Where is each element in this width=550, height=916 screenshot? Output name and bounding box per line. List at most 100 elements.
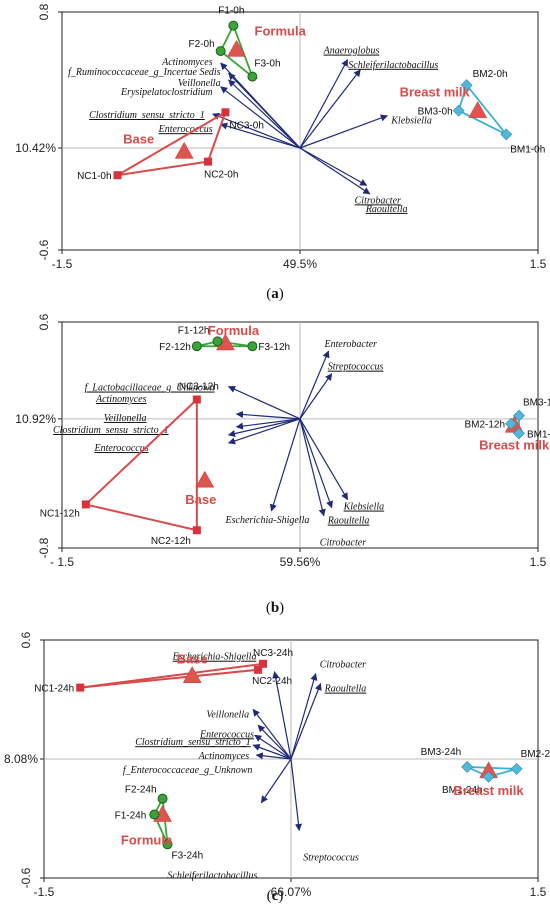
- taxon-vector: [257, 724, 292, 760]
- taxon-label: Schleiferilactobacillus: [348, 60, 438, 71]
- taxon-label: Streptococcus: [303, 852, 359, 863]
- sample-label: F2-0h: [189, 39, 215, 50]
- sample-point: [203, 157, 212, 166]
- taxon-label: Clostridium_sensu_stricto_1: [89, 110, 205, 121]
- panel-caption: (b): [266, 600, 284, 616]
- y-tick-label: 0.6: [19, 631, 33, 648]
- sample-label: BM3-0h: [418, 107, 453, 118]
- taxon-vector: [220, 86, 301, 149]
- taxon-label: Anaeroglobus: [323, 46, 380, 57]
- sample-label: BM3-12h: [523, 398, 550, 409]
- taxon-label: Clostridium_sensu_stricto_1: [53, 425, 169, 436]
- sample-label: NC1-24h: [34, 684, 74, 695]
- panel-2: -1.5 66.07% 1.5 0.6 8.08% -0.6 Escherichia-Shi…: [4, 631, 550, 904]
- taxon-label: f_Ruminococcaceae_g_Incertae Sedis: [68, 67, 221, 78]
- sample-point: [247, 71, 258, 82]
- taxon-label: Veillonella: [104, 413, 147, 424]
- taxon-label: Raoultella: [324, 684, 367, 695]
- taxon-vector: [219, 122, 301, 149]
- x-tick-label: 1.5: [530, 555, 547, 569]
- taxon-vector: [269, 418, 301, 512]
- taxon-vector: [235, 410, 301, 420]
- taxon-label: Citrobacter: [320, 538, 366, 549]
- sample-label: NC1-0h: [77, 171, 111, 182]
- x-tick-label: - 1.5: [50, 555, 74, 569]
- group-hull: [80, 662, 266, 689]
- taxon-vector: [299, 418, 326, 517]
- x-tick-label: 1.5: [530, 257, 547, 271]
- group-label: Base: [185, 492, 216, 507]
- taxon-vector: [252, 708, 292, 760]
- group-label: Breast milk: [400, 85, 471, 100]
- y-tick-label: 0.6: [37, 313, 51, 330]
- group-hull: [457, 83, 507, 136]
- sample-label: F3-24h: [172, 850, 204, 861]
- taxon-vector: [299, 373, 333, 420]
- sample-point: [157, 793, 168, 804]
- taxon-vector: [299, 69, 361, 149]
- taxon-vector: [227, 385, 301, 420]
- centroid-marker: [182, 666, 202, 683]
- x-tick-label: 1.5: [530, 885, 547, 899]
- sample-point: [192, 395, 201, 404]
- sample-point: [452, 104, 465, 117]
- sample-point: [81, 500, 90, 509]
- taxon-vector: [299, 350, 330, 420]
- sample-label: F3-12h: [258, 342, 290, 353]
- taxon-vector: [254, 734, 292, 760]
- sample-point: [460, 79, 473, 92]
- sample-point: [149, 809, 160, 820]
- sample-point: [500, 128, 513, 141]
- taxon-vector: [290, 758, 303, 832]
- sample-point: [212, 336, 223, 347]
- x-tick-label: 49.5%: [283, 257, 317, 271]
- taxon-label: Citrobacter: [355, 195, 401, 206]
- centroid-marker: [174, 141, 194, 159]
- sample-point: [247, 341, 258, 352]
- sample-label: NC3-0h: [229, 120, 263, 131]
- panel-0: -1.5 49.5% 1.5 0.8 10.42% -0.6 Actinomycesf_Ru…: [15, 3, 546, 302]
- sample-point: [513, 409, 525, 422]
- taxon-vector: [299, 147, 371, 195]
- sample-point: [228, 20, 239, 31]
- taxon-vector: [299, 147, 368, 186]
- panel-caption: (c): [267, 888, 284, 904]
- panel-caption: (a): [266, 286, 284, 302]
- sample-label: F2-12h: [159, 342, 191, 353]
- taxon-label: Enterococcus: [94, 443, 149, 454]
- y-tick-label: 0.8: [37, 3, 51, 20]
- taxon-vector: [299, 418, 333, 509]
- taxon-label: Veillonella: [178, 78, 221, 89]
- sample-label: NC1-12h: [40, 508, 80, 519]
- group-label: Breast milk: [479, 437, 550, 452]
- y-tick-label: 10.92%: [15, 412, 56, 426]
- group-label: Base: [177, 652, 208, 667]
- y-tick-label: 8.08%: [4, 752, 38, 766]
- sample-label: F3-0h: [254, 59, 280, 70]
- group-label: Base: [123, 131, 154, 146]
- taxon-label: Erysipelatoclostridium: [120, 87, 213, 98]
- taxon-vector: [299, 58, 349, 149]
- sample-point: [113, 171, 122, 180]
- sample-point: [510, 762, 523, 775]
- group-label: Breast milk: [454, 783, 525, 798]
- taxon-label: f_Lactobacillaceae_g_Unknown: [85, 383, 215, 394]
- taxon-label: Enterococcus: [158, 124, 213, 135]
- sample-label: NC3-12h: [179, 381, 219, 392]
- group-hull: [117, 110, 228, 177]
- sample-label: NC2-0h: [204, 170, 238, 181]
- taxon-label: Klebsiella: [343, 502, 385, 513]
- taxon-label: Clostridium_sensu_stricto_1: [135, 737, 251, 748]
- group-label: Formula: [121, 833, 173, 848]
- taxon-label: Raoultella: [327, 516, 370, 527]
- taxon-vector: [290, 673, 318, 760]
- group-label: Formula: [208, 323, 260, 338]
- taxon-vector: [227, 418, 301, 438]
- taxon-label: Actinomyces: [198, 751, 250, 762]
- taxon-vector: [228, 72, 301, 149]
- taxon-vector: [252, 743, 292, 760]
- sample-label: BM2-0h: [473, 69, 508, 80]
- group-label: Formula: [255, 23, 307, 38]
- x-tick-label: -1.5: [34, 885, 55, 899]
- taxon-label: Actinomyces: [95, 394, 147, 405]
